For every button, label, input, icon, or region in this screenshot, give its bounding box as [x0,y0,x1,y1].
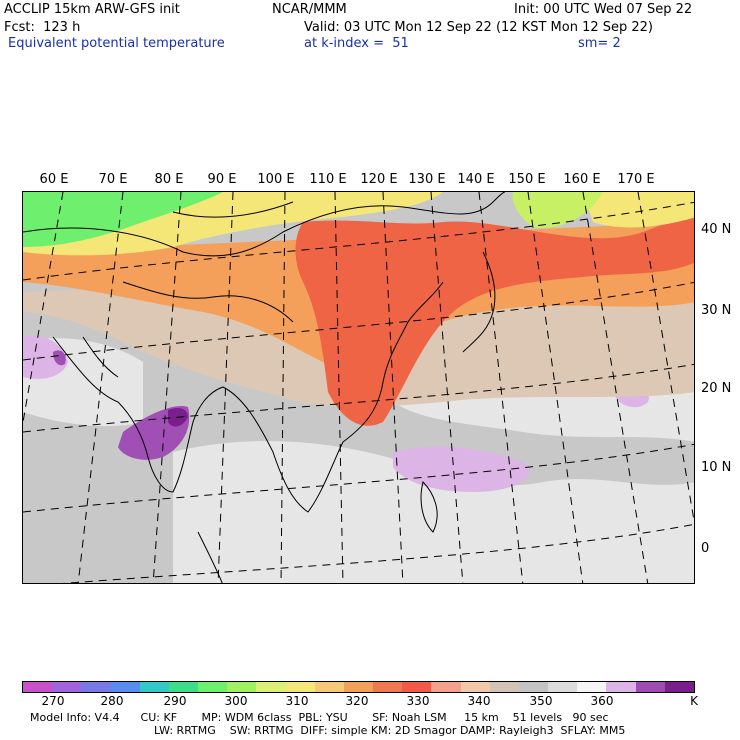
yellow-green-region [512,192,603,228]
map-canvas [23,192,694,583]
lat-label: 0 [701,541,710,556]
colorbar-swatch [664,682,694,692]
colorbar-swatch [373,682,403,692]
colorbar-label: 360 [590,694,614,708]
lon-label: 90 E [207,172,237,187]
colorbar-swatch [343,682,374,692]
lon-label: 70 E [98,172,128,187]
lon-label: 120 E [360,172,398,187]
colorbar-label: 280 [100,694,124,708]
colorbar-swatch [227,682,257,692]
lon-label: 140 E [457,172,495,187]
lon-label: 110 E [309,172,347,187]
smoothing-value: sm= 2 [578,36,621,51]
purple-region [53,350,66,366]
yellow-region [583,192,694,228]
colorbar-swatch [110,682,140,692]
colorbar-swatch [168,682,199,692]
colorbar-swatch [285,682,315,692]
colorbar-swatch [489,682,519,692]
colorbar-label: 290 [163,694,187,708]
colorbar-swatch [431,682,461,692]
lat-label: 20 N [701,381,732,396]
colorbar-label: 270 [41,694,65,708]
model-info-line2: LW: RRTMG SW: RRTMG DIFF: simple KM: 2D … [154,724,626,737]
colorbar-label: 310 [285,694,309,708]
lon-label: 60 E [39,172,69,187]
init-time: Init: 00 UTC Wed 07 Sep 22 [514,2,693,17]
lon-label: 160 E [563,172,601,187]
colorbar-label: 350 [529,694,553,708]
lat-label: 30 N [701,303,732,318]
field-name: Equivalent potential temperature [8,36,225,51]
colorbar-swatch [606,682,636,692]
colorbar-label: 300 [224,694,248,708]
colorbar-swatch [635,682,665,692]
colorbar-swatch [23,682,53,692]
level-index: at k-index = 51 [304,36,409,51]
forecast-hour: Fcst: 123 h [4,20,81,35]
coastlines [23,192,506,583]
colorbar-label: 330 [406,694,430,708]
institution-label: NCAR/MMM [272,2,347,17]
colorbar-swatch [256,682,286,692]
colorbar-swatch [52,682,82,692]
colorbar-swatch [577,682,607,692]
model-info-line1: Model Info: V4.4 CU: KF MP: WDM 6class P… [30,711,609,724]
green-region [23,192,223,247]
lon-label: 130 E [408,172,446,187]
colorbar-swatch [198,682,228,692]
lavender-region [23,335,68,379]
colorbar [22,681,695,693]
model-title: ACCLIP 15km ARW-GFS init [4,2,180,17]
lon-label: 170 E [617,172,655,187]
graticule [23,192,694,583]
lon-label: 80 E [154,172,184,187]
colorbar-unit: K [690,694,698,708]
valid-time: Valid: 03 UTC Mon 12 Sep 22 (12 KST Mon … [304,20,654,35]
colorbar-swatch [81,682,111,692]
colorbar-swatch [314,682,344,692]
colorbar-label: 340 [467,694,491,708]
lavender-region [393,446,530,492]
light-gray-region [173,441,694,583]
lat-label: 40 N [701,222,732,237]
lat-label: 10 N [701,460,732,475]
colorbar-swatch [139,682,169,692]
lon-label: 150 E [508,172,546,187]
red-region [295,212,694,426]
map-panel [22,191,695,584]
colorbar-swatch [402,682,432,692]
colorbar-swatch [460,682,490,692]
colorbar-label: 320 [345,694,369,708]
colorbar-swatch [518,682,549,692]
colorbar-swatch [548,682,578,692]
lon-label: 100 E [257,172,295,187]
